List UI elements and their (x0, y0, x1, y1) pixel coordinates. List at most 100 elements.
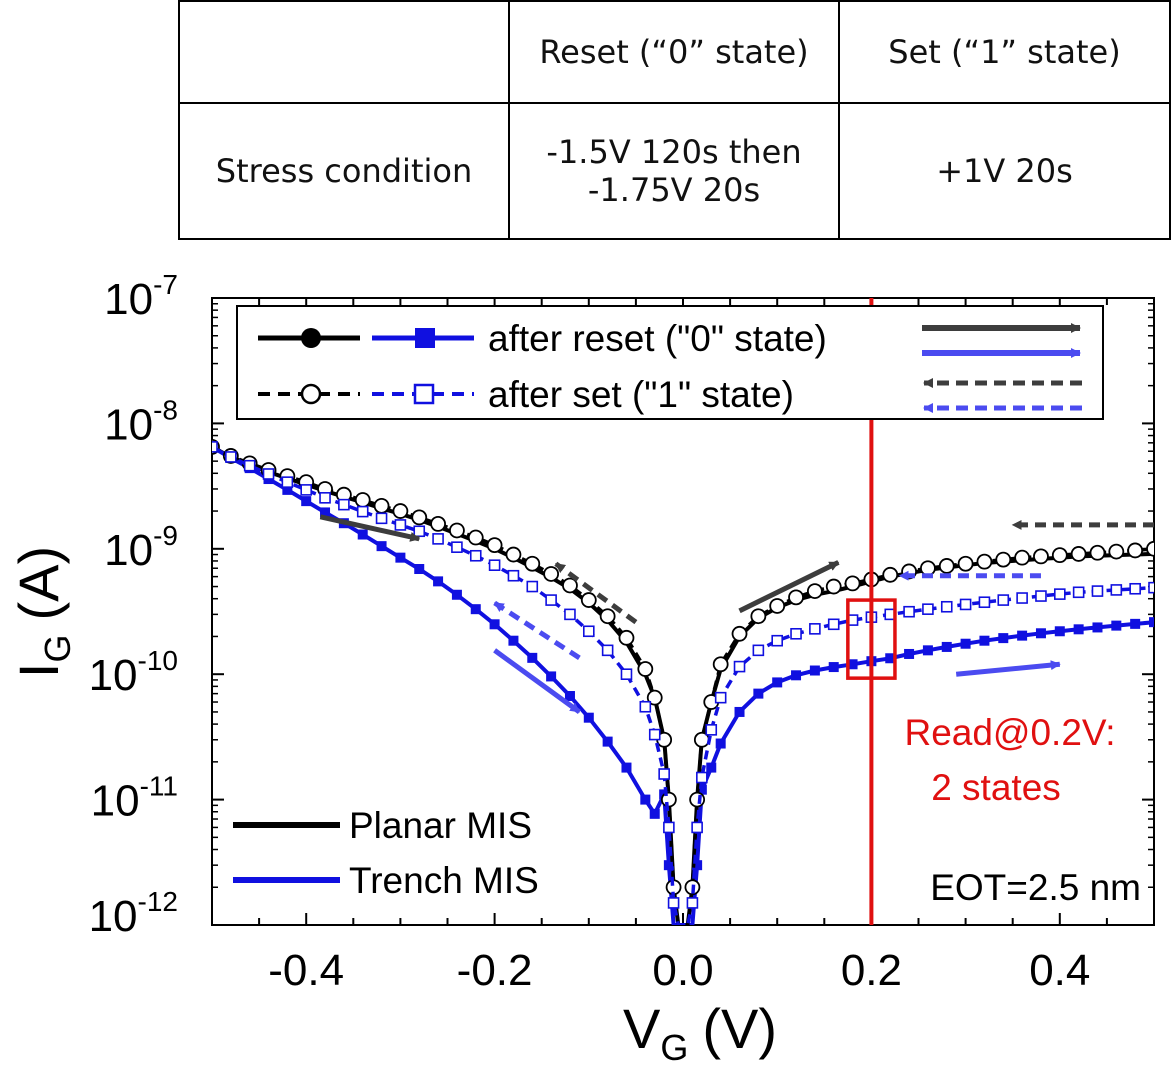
data-point-planar-set (618, 629, 635, 646)
data-point-planar-set (750, 608, 767, 625)
data-point-trench-set (790, 627, 802, 640)
data-point-trench-reset (546, 671, 557, 682)
data-point-trench-set (691, 821, 703, 834)
data-point-trench-set (714, 691, 727, 704)
forward-sweep-arrow (493, 648, 581, 714)
data-point-trench-reset (809, 665, 820, 676)
data-point-trench-set (733, 660, 746, 673)
axes: -0.4 -0.2 0.0 0.2 0.410-710-810-910-1010-111… (89, 269, 1155, 995)
table-header-set: Set (“1” state) (838, 0, 1171, 104)
data-point-trench-set (1054, 588, 1066, 600)
table-header-empty (178, 0, 510, 104)
legend-reset-trench-marker (415, 328, 435, 348)
y-tick-base: 10 (91, 777, 140, 826)
data-point-trench-reset (904, 648, 915, 659)
data-point-planar-set (1127, 542, 1144, 559)
y-axis-label-main: I (7, 663, 70, 679)
y-axis-label-sub: G (37, 635, 78, 663)
data-point-trench-set (922, 603, 934, 615)
data-point-trench-reset (564, 691, 575, 702)
data-point-trench-reset (414, 564, 425, 575)
data-point-planar-set (486, 537, 503, 554)
data-point-planar-set (1051, 547, 1068, 564)
y-tick-label: 10-8 (104, 394, 178, 449)
data-point-trench-set (545, 594, 557, 606)
data-point-trench-reset (772, 677, 783, 688)
data-point-trench-set (978, 596, 991, 609)
data-point-trench-set (620, 668, 633, 681)
data-point-trench-reset (602, 736, 613, 747)
data-point-trench-reset (1111, 620, 1122, 631)
data-point-planar-set (1089, 544, 1106, 561)
data-point-trench-set (375, 512, 388, 525)
legend-trench-label: Trench MIS (349, 860, 539, 901)
y-tick-base: 10 (89, 892, 138, 941)
data-point-trench-set (601, 644, 614, 657)
data-point-trench-reset (583, 712, 594, 723)
data-point-trench-reset (282, 484, 293, 495)
data-point-trench-set (658, 768, 670, 780)
stress-condition-table: Reset (“0” state) Set (“1” state) Stress… (178, 0, 1171, 240)
y-tick-label: 10-11 (91, 771, 178, 826)
data-point-trench-reset (451, 589, 462, 600)
data-point-trench-reset (941, 641, 952, 652)
data-point-planar-set (467, 529, 484, 546)
data-point-planar-set (562, 577, 578, 594)
data-point-trench-reset (395, 552, 406, 563)
data-point-trench-set (526, 580, 539, 593)
data-point-planar-set (430, 515, 446, 532)
y-tick-exponent: -12 (138, 886, 178, 917)
data-point-planar-set (637, 661, 654, 677)
data-point-trench-set (262, 468, 275, 480)
data-point-trench-set (752, 644, 765, 657)
data-point-trench-reset (433, 576, 444, 587)
y-tick-label: 10-7 (104, 269, 178, 324)
data-point-trench-set (1035, 590, 1047, 602)
data-point-trench-reset (527, 652, 538, 663)
x-tick-label: -0.2 (457, 946, 533, 995)
data-point-trench-set (413, 525, 426, 538)
data-point-planar-set (806, 583, 823, 599)
data-point-trench-set (488, 559, 501, 571)
data-point-trench-reset (1130, 618, 1141, 629)
read-label-line-1: Read@0.2V: (904, 712, 1115, 753)
table-cell-reset-condition: -1.5V 120s then -1.75V 20s (508, 102, 840, 240)
data-point-trench-set (940, 600, 953, 613)
y-tick-base: 10 (89, 651, 138, 700)
data-point-planar-set (660, 791, 677, 808)
legend-set-label: after set ("1" state) (488, 374, 794, 415)
x-tick-label: 0.2 (841, 946, 902, 995)
legend-set-planar-marker (300, 383, 322, 405)
legend-reset-label: after reset ("0" state) (488, 318, 827, 359)
read-states-box (846, 598, 897, 680)
data-point-trench-set (451, 541, 463, 553)
reset-condition-line-1: -1.5V 120s then (546, 132, 802, 171)
data-point-planar-set (354, 492, 371, 508)
series-line-planar-set (212, 445, 1154, 925)
data-point-trench-set (663, 821, 675, 834)
data-point-trench-reset (979, 635, 990, 646)
data-point-trench-set (507, 569, 520, 582)
y-tick-exponent: -9 (153, 520, 178, 551)
data-point-planar-set (731, 625, 748, 642)
forward-sweep-arrow (955, 660, 1061, 677)
data-point-trench-reset (692, 860, 703, 871)
data-point-planar-set (646, 689, 663, 706)
data-point-planar-set (373, 497, 390, 514)
y-axis-label-unit: (A) (7, 546, 70, 621)
table-row-label: Stress condition (178, 102, 510, 240)
data-point-planar-set (1014, 549, 1031, 566)
data-point-trench-set (1091, 585, 1104, 597)
data-point-trench-reset (960, 638, 971, 649)
data-point-trench-set (771, 634, 784, 647)
table-header-reset: Reset (“0” state) (508, 0, 840, 104)
data-point-trench-set (997, 594, 1010, 606)
x-tick-label: 0.4 (1029, 946, 1090, 995)
legend-top: after reset ("0" state) after set ("1" s… (236, 305, 1104, 420)
y-tick-exponent: -7 (153, 269, 178, 300)
eot-label: EOT=2.5 nm (930, 867, 1141, 908)
data-point-trench-set (582, 625, 595, 638)
data-point-planar-set (788, 589, 804, 606)
data-point-trench-reset (470, 604, 481, 615)
data-point-trench-reset (791, 670, 802, 681)
